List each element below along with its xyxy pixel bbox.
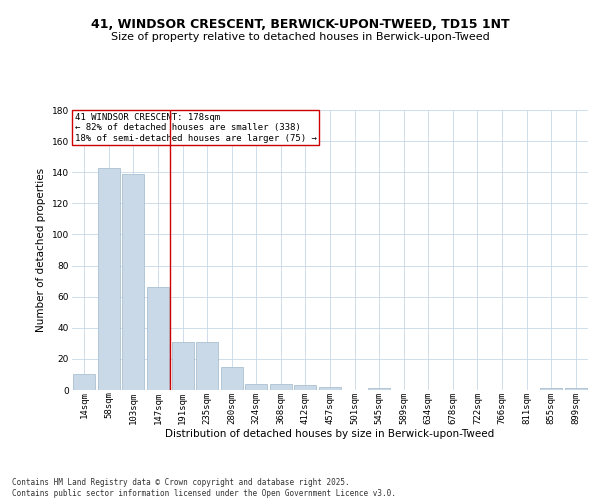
Bar <box>221 366 243 390</box>
Text: 41, WINDSOR CRESCENT, BERWICK-UPON-TWEED, TD15 1NT: 41, WINDSOR CRESCENT, BERWICK-UPON-TWEED… <box>91 18 509 30</box>
Y-axis label: Number of detached properties: Number of detached properties <box>37 168 46 332</box>
Bar <box>270 384 292 390</box>
Bar <box>122 174 145 390</box>
Text: 41 WINDSOR CRESCENT: 178sqm
← 82% of detached houses are smaller (338)
18% of se: 41 WINDSOR CRESCENT: 178sqm ← 82% of det… <box>74 113 316 142</box>
Bar <box>540 388 562 390</box>
Bar <box>196 342 218 390</box>
Bar <box>368 388 390 390</box>
Bar <box>73 374 95 390</box>
Text: Contains HM Land Registry data © Crown copyright and database right 2025.
Contai: Contains HM Land Registry data © Crown c… <box>12 478 396 498</box>
Bar <box>319 387 341 390</box>
Bar <box>245 384 268 390</box>
Bar <box>172 342 194 390</box>
Bar <box>295 386 316 390</box>
Bar <box>98 168 120 390</box>
X-axis label: Distribution of detached houses by size in Berwick-upon-Tweed: Distribution of detached houses by size … <box>166 429 494 439</box>
Bar <box>565 388 587 390</box>
Bar <box>147 288 169 390</box>
Text: Size of property relative to detached houses in Berwick-upon-Tweed: Size of property relative to detached ho… <box>110 32 490 42</box>
